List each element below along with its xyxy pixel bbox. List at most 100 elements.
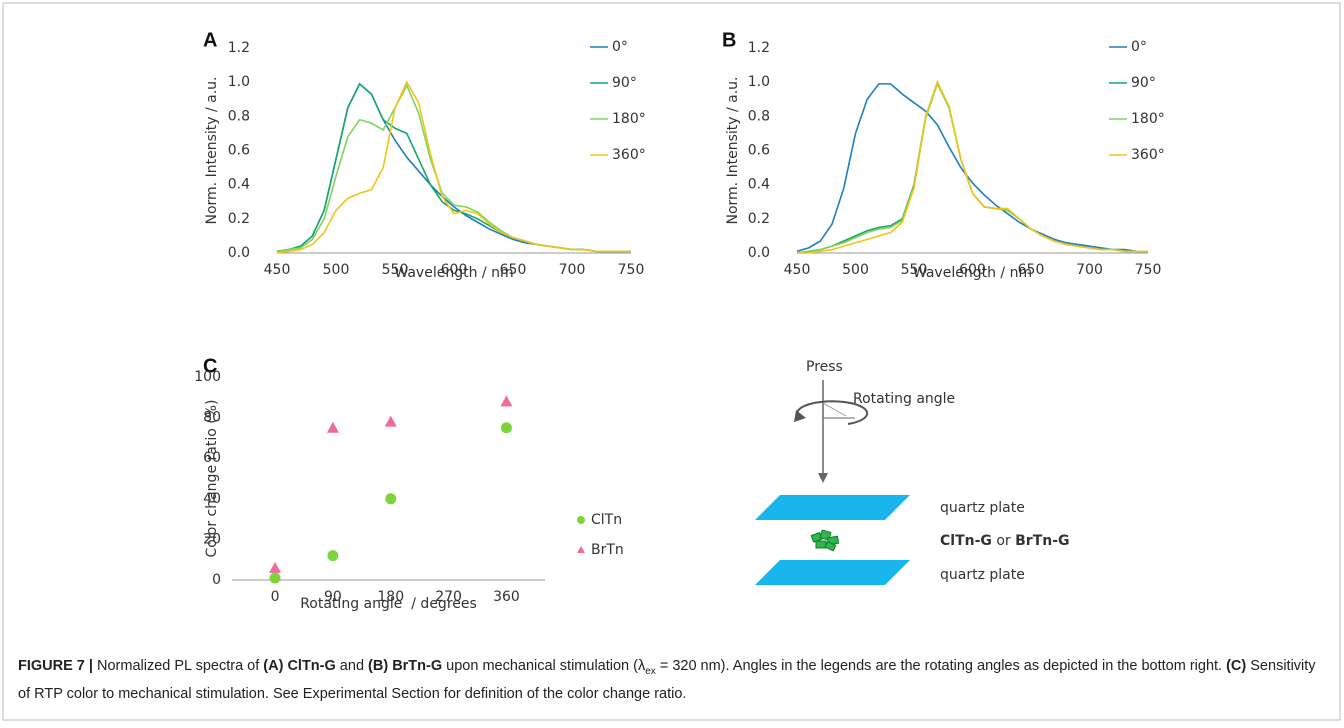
rotation-arrow [796,400,869,425]
y-tick-label: 0 [212,572,221,588]
spectrum-line [796,83,1148,253]
caption-text: (B) BrTn-G [368,658,443,674]
angle-line [822,402,847,417]
x-tick-label: 500 [323,262,350,278]
press-label: Press [806,359,843,375]
triangle-marker [500,395,513,407]
y-tick-label: 0.4 [228,177,250,193]
caption-text: = 320 nm). Angles in the legends are the… [655,658,1227,674]
x-tick-label: 550 [382,262,409,278]
x-tick-label: 270 [435,589,462,605]
x-axis-label: Wavelength / nm [913,265,1032,281]
legend-key [577,546,585,553]
circle-marker [269,572,281,584]
panel-label: C [203,355,217,377]
caption-text: FIGURE 7 | [18,658,97,674]
spectrum-line [276,83,631,253]
legend-label: 180° [1131,111,1165,127]
legend-label: 360° [612,147,646,163]
x-axis-label: Rotating angle / degrees [300,596,477,612]
y-tick-label: 40 [203,491,221,507]
x-tick-label: 550 [901,262,928,278]
y-tick-label: 1.2 [228,40,250,56]
caption-text: and [335,658,369,674]
arrow-head [818,473,828,483]
y-tick-label: 0.6 [748,143,770,159]
x-tick-label: 0 [271,589,280,605]
y-tick-label: 0.8 [228,108,250,124]
y-tick-label: 1.0 [748,74,770,90]
angle-label: Rotating angle [853,391,955,407]
sample-label: ClTn-G or BrTn-G [940,533,1070,549]
legend-label: ClTn [591,512,622,528]
circle-marker [327,550,339,562]
spectrum-line [796,81,1148,254]
triangle-marker [269,561,282,573]
y-tick-label: 20 [203,531,221,547]
y-tick-label: 100 [194,369,221,385]
legend-label: 90° [612,75,637,91]
panel-label: B [722,29,736,51]
legend-label: 180° [612,111,646,127]
caption-text: upon mechanical stimulation (λ [442,658,646,674]
y-tick-label: 0.2 [228,211,250,227]
quartz-plate [755,560,910,585]
sample-name: ClTn-G [940,533,992,549]
x-tick-label: 360 [493,589,520,605]
spectrum-line [797,80,1148,254]
x-tick-label: 750 [618,262,645,278]
y-axis-label: Norm. Intensity / a.u. [204,77,220,225]
circle-marker [385,493,397,505]
legend-label: 360° [1131,147,1165,163]
y-tick-label: 0.8 [748,108,770,124]
y-tick-label: 1.2 [748,40,770,56]
x-tick-label: 750 [1135,262,1162,278]
x-tick-label: 450 [784,262,811,278]
caption-text: (A) ClTn-G [263,658,336,674]
x-tick-label: 650 [1018,262,1045,278]
legend-label: 90° [1131,75,1156,91]
y-axis-label: Color change ratio (%) [204,400,220,558]
y-tick-label: 0.0 [228,245,250,261]
x-tick-label: 500 [842,262,869,278]
x-tick-label: 600 [959,262,986,278]
sample-or: or [992,533,1015,549]
x-tick-label: 180 [377,589,404,605]
caption: FIGURE 7 | Normalized PL spectra of (A) … [18,655,1318,705]
y-tick-label: 0.6 [228,143,250,159]
y-tick-label: 0.4 [748,177,770,193]
spectrum-line [276,80,631,254]
caption-text: ex [645,665,656,677]
spectrum-line [276,82,631,253]
x-tick-label: 600 [441,262,468,278]
triangle-marker [384,415,397,427]
y-axis-label: Norm. Intensity / a.u. [725,77,741,225]
schematic: Press Rotating angle quartz plate ClTn-G… [755,359,1070,585]
x-axis-label: Wavelength / nm [394,265,513,281]
triangle-marker [326,421,339,433]
y-tick-label: 80 [203,410,221,426]
crystals [810,529,840,552]
caption-text: Normalized PL spectra of [97,658,264,674]
x-tick-label: 700 [1076,262,1103,278]
y-tick-label: 0.0 [748,245,770,261]
spectrum-line [276,82,631,253]
circle-marker [500,422,512,434]
plate-label: quartz plate [940,500,1025,516]
caption-text: (C) [1226,658,1247,674]
legend-label: 0° [612,39,628,55]
y-tick-label: 0.2 [748,211,770,227]
x-tick-label: 90 [324,589,342,605]
x-tick-label: 650 [500,262,527,278]
x-tick-label: 700 [559,262,586,278]
quartz-plate [755,495,910,520]
legend-label: BrTn [591,542,624,558]
caption-text: Sensitivity of RTP color to mechanical s… [18,658,1316,702]
sample-name: BrTn-G [1015,533,1069,549]
y-tick-label: 1.0 [228,74,250,90]
panel-label: A [203,29,217,51]
spectrum-line [796,80,1148,254]
